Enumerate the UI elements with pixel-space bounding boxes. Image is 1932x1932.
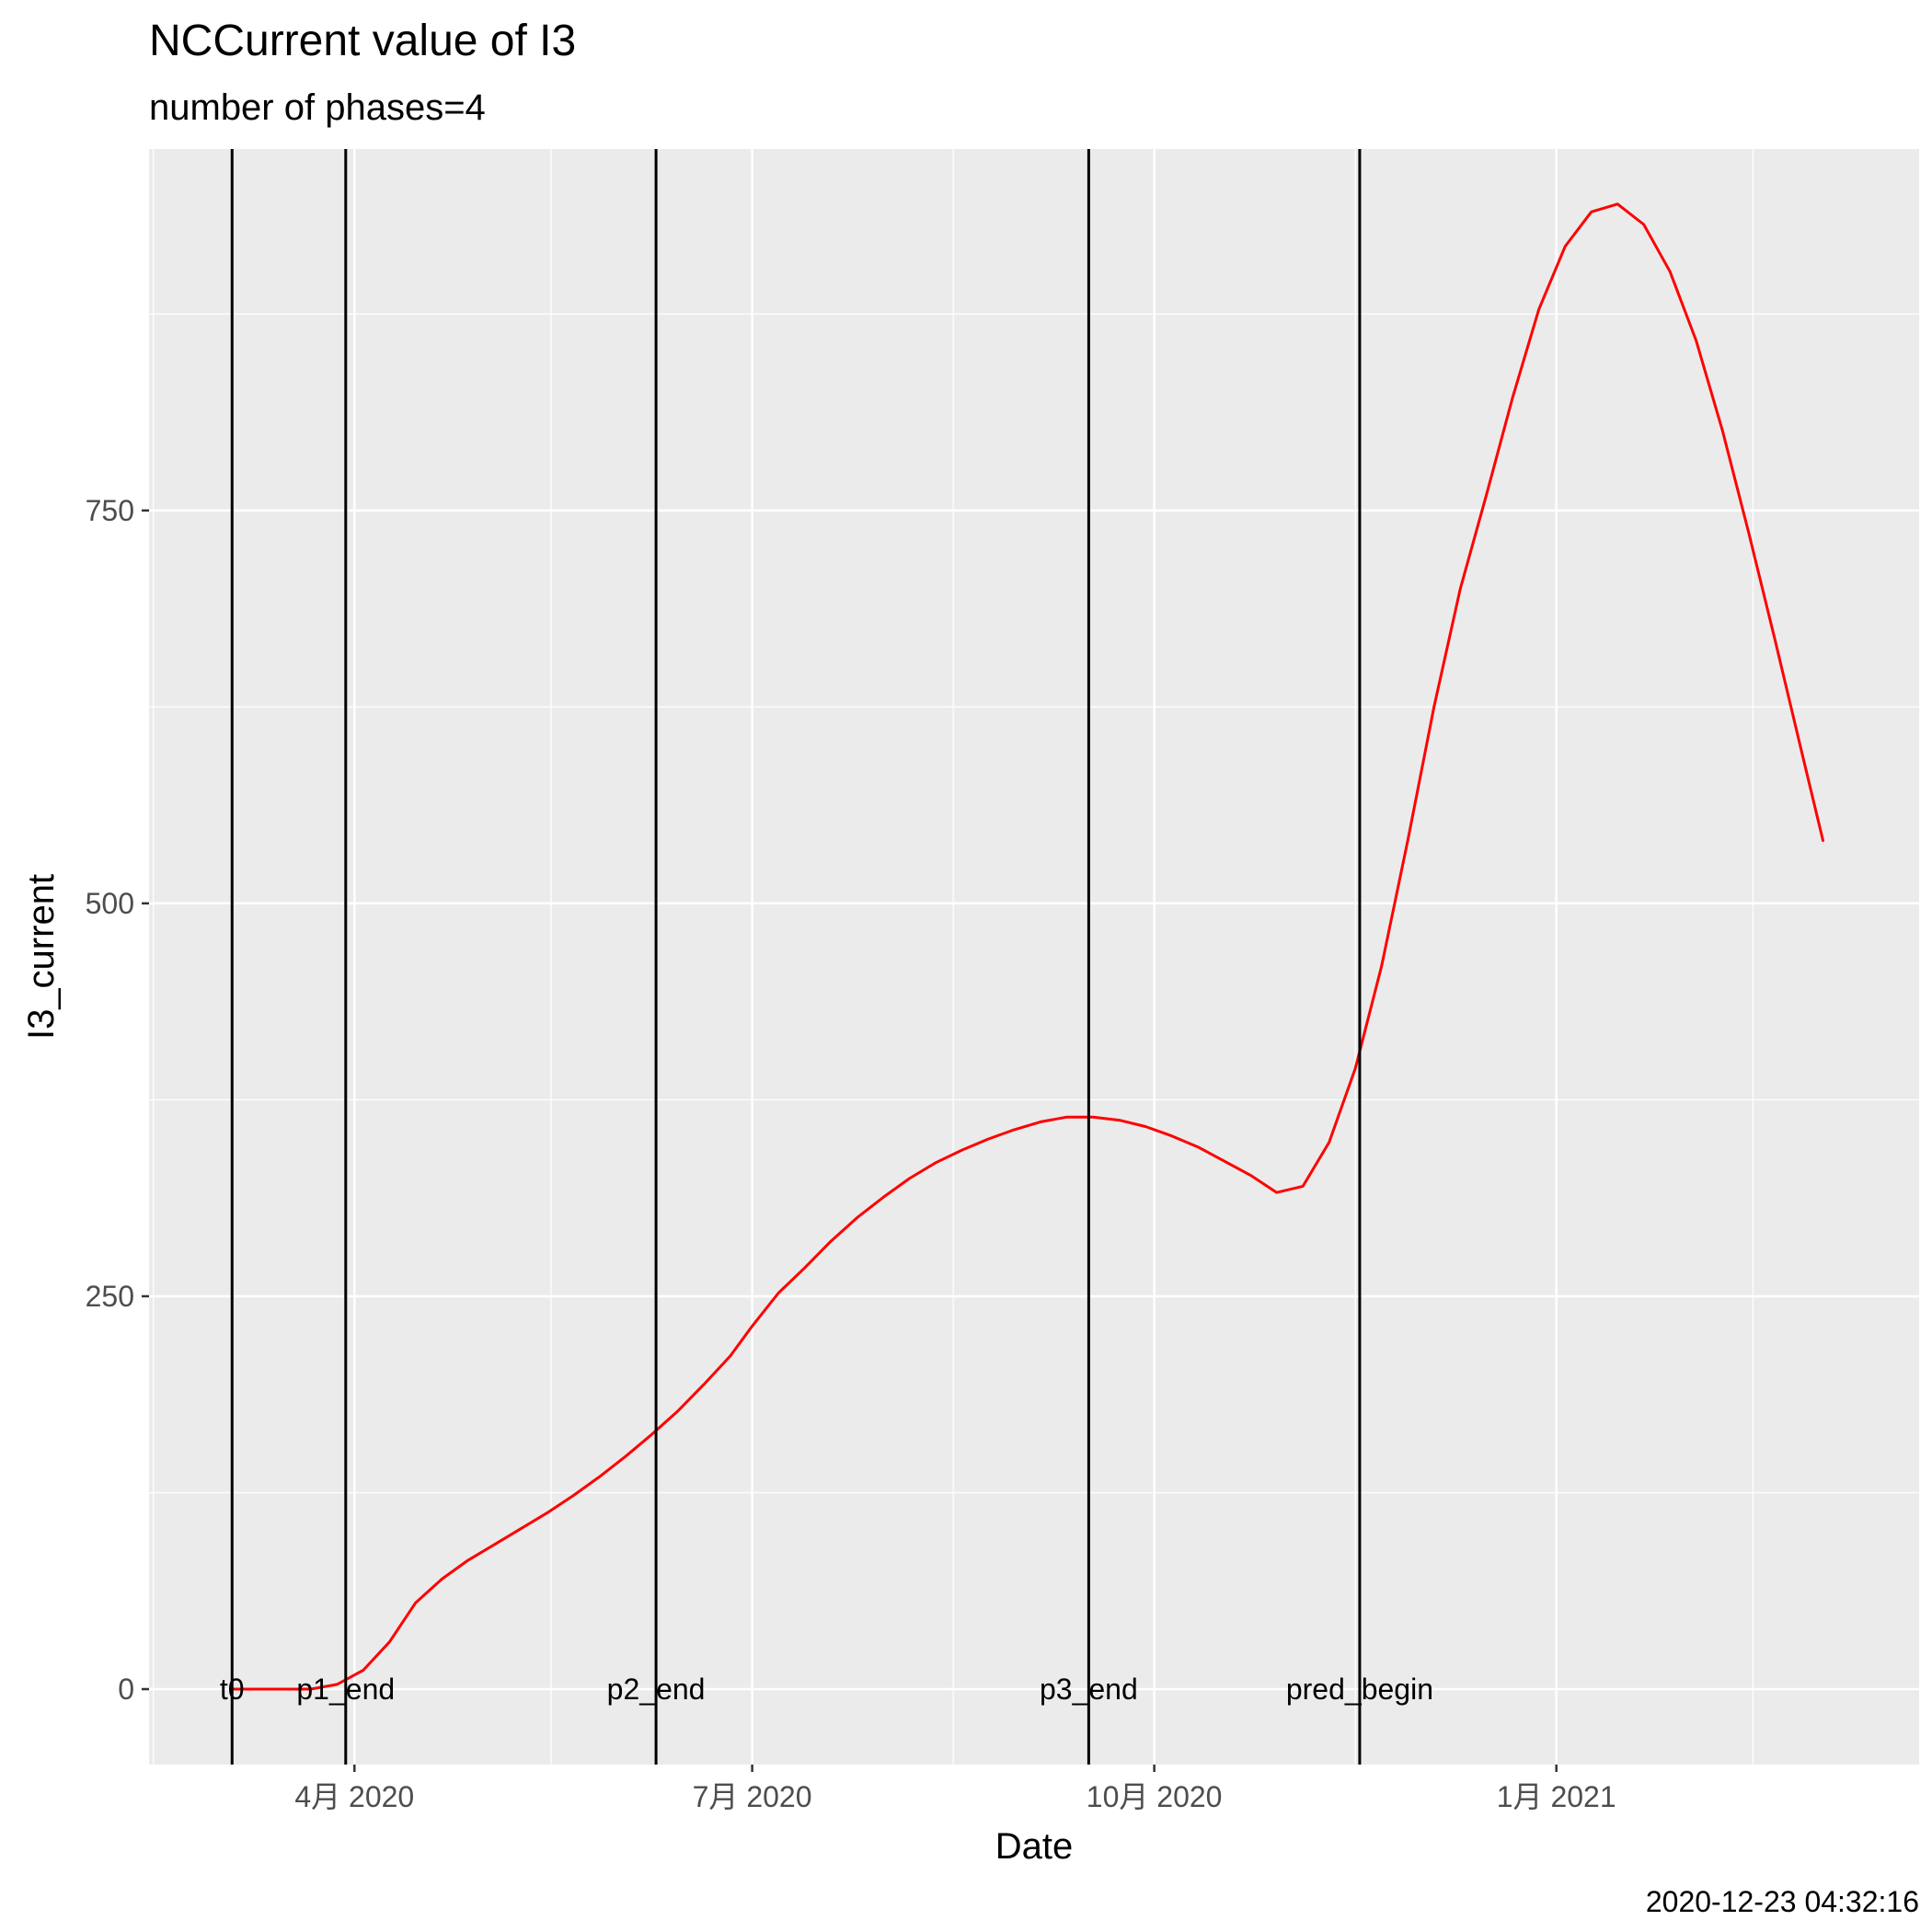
x-axis: 4月 2020 7月 2020 10月 2020 1月 2021: [294, 1765, 1616, 1813]
x-tick-label: 1月 2021: [1497, 1780, 1616, 1813]
minor-gridlines: [149, 149, 1919, 1765]
x-tick-label: 4月 2020: [294, 1780, 414, 1813]
y-tick-label: 750: [86, 494, 134, 527]
chart-subtitle: number of phases=4: [149, 87, 486, 128]
y-tick-label: 0: [118, 1673, 134, 1706]
x-tick-label: 7月 2020: [693, 1780, 812, 1813]
x-axis-title: Date: [995, 1826, 1074, 1867]
x-tick-label: 10月 2020: [1087, 1780, 1223, 1813]
phase-line-label: p2_end: [607, 1673, 706, 1706]
phase-line-label: pred_begin: [1286, 1673, 1433, 1706]
y-tick-label: 250: [86, 1280, 134, 1313]
phase-line-label: p3_end: [1040, 1673, 1138, 1706]
phase-lines: t0 p1_end p2_end p3_end pred_begin: [220, 149, 1433, 1765]
y-axis: 0 250 500 750: [86, 494, 149, 1706]
series-layer: [230, 202, 1824, 1691]
chart-caption: 2020-12-23 04:32:16: [1646, 1885, 1919, 1918]
phase-line-label: p1_end: [296, 1673, 395, 1706]
major-gridlines: [149, 149, 1919, 1765]
y-tick-label: 500: [86, 887, 134, 920]
plot-panel: [149, 149, 1919, 1765]
chart-title: NCCurrent value of I3: [149, 17, 576, 65]
y-axis-title: I3_current: [21, 874, 62, 1040]
phase-line-label: t0: [220, 1673, 245, 1706]
series-line: [230, 202, 1824, 1691]
